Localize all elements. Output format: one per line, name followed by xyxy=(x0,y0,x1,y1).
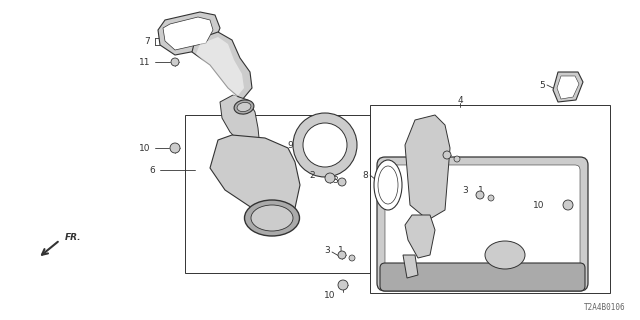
Ellipse shape xyxy=(234,100,254,114)
Ellipse shape xyxy=(485,241,525,269)
Ellipse shape xyxy=(237,102,251,112)
Polygon shape xyxy=(553,72,583,102)
Circle shape xyxy=(170,143,180,153)
Polygon shape xyxy=(557,76,579,99)
FancyBboxPatch shape xyxy=(377,157,588,291)
Circle shape xyxy=(171,58,179,66)
Circle shape xyxy=(325,173,335,183)
Text: 10: 10 xyxy=(532,201,544,210)
Ellipse shape xyxy=(244,200,300,236)
Circle shape xyxy=(338,178,346,186)
Text: 8: 8 xyxy=(362,171,368,180)
FancyBboxPatch shape xyxy=(380,263,585,291)
Circle shape xyxy=(443,151,451,159)
Text: 9: 9 xyxy=(287,140,293,149)
Circle shape xyxy=(349,255,355,261)
Polygon shape xyxy=(210,135,300,218)
Text: 3: 3 xyxy=(332,175,338,185)
Bar xyxy=(185,115,370,273)
Circle shape xyxy=(338,280,348,290)
Circle shape xyxy=(338,251,346,259)
Polygon shape xyxy=(192,32,252,100)
Text: 10: 10 xyxy=(138,143,150,153)
Circle shape xyxy=(293,113,357,177)
Polygon shape xyxy=(220,95,260,152)
Text: 11: 11 xyxy=(138,58,150,67)
Circle shape xyxy=(488,195,494,201)
Text: 7: 7 xyxy=(144,36,150,45)
Text: 4: 4 xyxy=(457,95,463,105)
Text: T2A4B0106: T2A4B0106 xyxy=(584,303,625,312)
Text: 1: 1 xyxy=(478,186,484,195)
Polygon shape xyxy=(158,12,220,55)
Circle shape xyxy=(303,123,347,167)
Text: 6: 6 xyxy=(149,165,155,174)
Text: 3: 3 xyxy=(324,245,330,254)
Polygon shape xyxy=(163,17,213,50)
Text: 5: 5 xyxy=(540,81,545,90)
Circle shape xyxy=(476,191,484,199)
Polygon shape xyxy=(405,115,450,220)
FancyBboxPatch shape xyxy=(385,165,580,283)
Ellipse shape xyxy=(374,160,402,210)
Circle shape xyxy=(454,156,460,162)
Ellipse shape xyxy=(251,205,293,231)
Text: 3: 3 xyxy=(462,186,468,195)
Circle shape xyxy=(563,200,573,210)
Text: FR.: FR. xyxy=(65,233,81,242)
Polygon shape xyxy=(196,37,244,98)
Text: 10: 10 xyxy=(324,291,336,300)
Text: 1: 1 xyxy=(338,245,344,254)
Bar xyxy=(370,105,610,293)
Text: 2: 2 xyxy=(309,171,315,180)
Polygon shape xyxy=(405,215,435,258)
Polygon shape xyxy=(403,255,418,278)
